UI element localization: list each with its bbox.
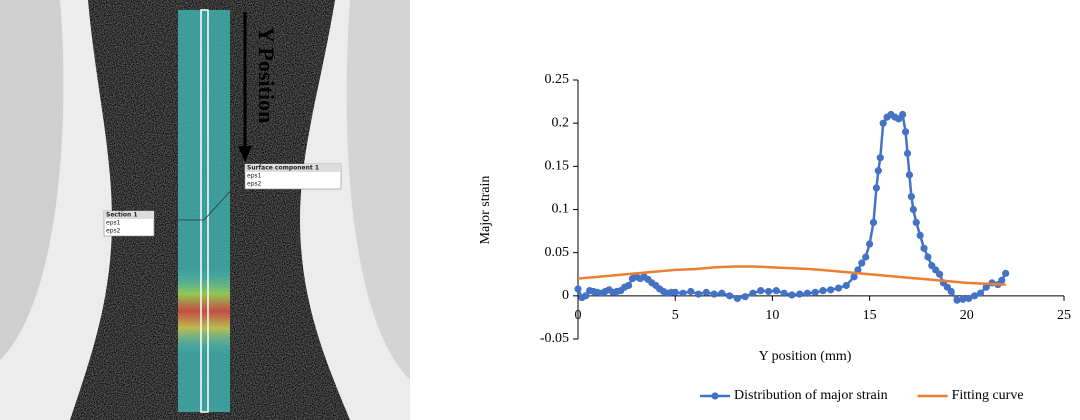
data-point (694, 290, 703, 298)
data-point (935, 270, 944, 278)
data-point (899, 110, 907, 119)
x-tick-label: 15 (863, 308, 877, 323)
data-point (869, 218, 878, 227)
data-point (764, 287, 773, 296)
data-point (924, 253, 932, 261)
data-point (834, 284, 843, 292)
data-point (772, 287, 780, 295)
data-point (574, 285, 582, 293)
callout-header (104, 211, 154, 219)
y-tick-label: 0.1 (552, 202, 570, 217)
data-point (718, 289, 726, 297)
series-line (577, 265, 1006, 286)
callout-title: Section 1 (106, 212, 138, 219)
data-point (710, 290, 718, 298)
data-point (854, 266, 862, 274)
y-tick-label: 0.05 (545, 245, 570, 260)
callout-header (245, 164, 341, 172)
data-point (858, 259, 866, 267)
data-point (679, 289, 687, 297)
y-axis-label: Major strain (478, 176, 493, 245)
data-point (947, 287, 955, 296)
arrow-head (238, 146, 252, 162)
x-tick-label: 5 (672, 308, 679, 323)
data-point (920, 244, 928, 252)
y-tick-label: 0.25 (545, 72, 570, 87)
photo-right-edge (346, 0, 410, 380)
data-point (582, 292, 590, 300)
callout-row: eps2 (106, 228, 121, 235)
data-point (909, 205, 917, 214)
data-point (788, 291, 796, 299)
data-point (811, 288, 819, 296)
data-point (780, 289, 788, 297)
y-tick-label: 0.2 (552, 115, 570, 130)
data-point (687, 287, 695, 296)
data-point (982, 283, 990, 291)
x-tick-label: 0 (575, 308, 582, 323)
data-point (796, 290, 804, 298)
x-axis-label: Y position (mm) (759, 349, 852, 364)
data-point (965, 294, 973, 303)
data-point (872, 184, 881, 192)
data-point (741, 293, 749, 301)
data-point (827, 286, 835, 294)
data-point (879, 119, 887, 127)
data-point (757, 287, 765, 295)
callout-title: Surface component 1 (247, 165, 319, 172)
callout: Surface component 1 eps1 eps2 (244, 163, 342, 190)
x-tick-label: 20 (960, 308, 974, 323)
data-point (907, 192, 915, 201)
specimen-photo: Y Position Section 1 eps1 eps2 Surface c… (0, 0, 410, 420)
data-point (726, 292, 734, 300)
data-point (866, 240, 874, 248)
data-point (876, 154, 884, 162)
data-point (903, 149, 912, 157)
data-point (901, 128, 910, 136)
data-point (912, 218, 920, 227)
callout-leader (203, 175, 245, 221)
data-point (733, 294, 742, 303)
legend-label: Distribution of major strain (734, 388, 888, 403)
data-point (970, 292, 979, 300)
legend-marker (711, 392, 719, 400)
photo-left-edge (0, 0, 64, 360)
data-point (819, 287, 827, 295)
data-point (916, 231, 924, 239)
data-point (976, 289, 985, 297)
callout-row: eps2 (247, 181, 262, 188)
callout: Section 1 eps1 eps2 (103, 210, 155, 237)
data-point (953, 296, 961, 304)
y-tick-label: 0.15 (545, 159, 570, 174)
strain-hotspot (178, 268, 230, 354)
data-point (749, 289, 757, 297)
data-point (1002, 269, 1010, 277)
legend-label: Fitting curve (952, 388, 1024, 403)
callout-row: eps1 (106, 220, 121, 227)
data-point (874, 167, 882, 175)
section-line (200, 9, 209, 413)
x-tick-label: 25 (1057, 308, 1071, 323)
data-point (850, 273, 858, 281)
data-point (803, 289, 811, 297)
arrow-label: Y Position (254, 27, 279, 123)
data-point (862, 253, 870, 261)
y-tick-label: -0.05 (540, 331, 569, 346)
data-point (905, 171, 914, 179)
data-point (998, 276, 1006, 284)
x-tick-label: 10 (765, 308, 779, 323)
data-point (671, 288, 679, 296)
callout-row: eps1 (247, 173, 262, 180)
data-point (702, 288, 710, 296)
data-point (842, 281, 850, 290)
data-point (624, 281, 633, 290)
y-tick-label: 0 (562, 288, 569, 303)
data-point (959, 295, 967, 303)
chart: Major strain Y position (mm) -0.05 0 0.05 0… (478, 72, 1071, 403)
